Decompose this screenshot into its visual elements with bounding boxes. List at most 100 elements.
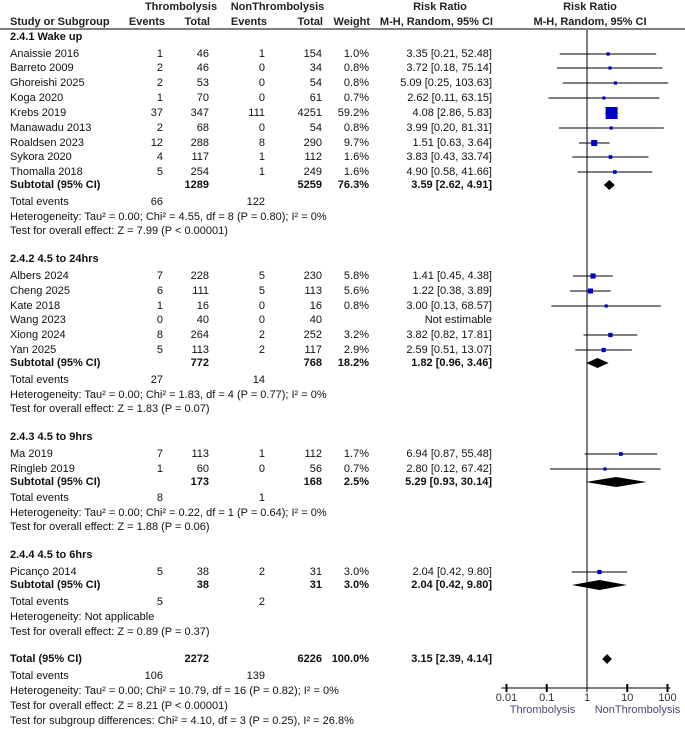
risk-ratio-ci: 2.04 [0.42, 9.80] xyxy=(412,566,492,578)
subgroup-title: 2.4.3 4.5 to 9hrs xyxy=(10,431,93,443)
total1: 2272 xyxy=(184,653,209,665)
study-point xyxy=(613,81,618,85)
total2: 168 xyxy=(303,476,322,488)
total1: 1289 xyxy=(184,179,209,191)
risk-ratio-ci: 1.82 [0.96, 3.46] xyxy=(411,357,492,369)
total1: 173 xyxy=(190,476,209,488)
total-events1: 27 xyxy=(150,374,163,386)
study-name: Krebs 2019 xyxy=(10,107,67,119)
subtotal-diamond xyxy=(571,580,627,590)
overall-effect-text: Test for overall effect: Z = 7.99 (P < 0… xyxy=(10,225,228,237)
weight: 5.6% xyxy=(343,285,369,297)
weight: 3.2% xyxy=(343,329,369,341)
x-tick-label: 10 xyxy=(621,692,634,704)
risk-ratio-ci: Not estimable xyxy=(424,314,492,326)
subtotal-label: Subtotal (95% CI) xyxy=(10,579,101,591)
events2: 0 xyxy=(258,122,265,134)
risk-ratio-ci: 1.22 [0.38, 3.89] xyxy=(412,285,492,297)
total-events-label: Total events xyxy=(10,374,69,386)
x-label-left: Thrombolysis xyxy=(509,704,576,716)
group2-header: NonThrombolysis xyxy=(230,1,325,13)
subtotal-diamond xyxy=(586,358,609,368)
events2: 1 xyxy=(258,151,265,163)
events2: 0 xyxy=(258,62,265,74)
study-name: Koga 2020 xyxy=(10,92,64,104)
study-name: Thomalla 2018 xyxy=(10,166,83,178)
study-point xyxy=(608,66,612,70)
total2: 54 xyxy=(309,77,322,89)
total2: 16 xyxy=(309,300,322,312)
total2: 54 xyxy=(309,122,322,134)
risk-ratio-ci: 5.09 [0.25, 103.63] xyxy=(400,77,492,89)
risk-ratio-ci: 6.94 [0.87, 55.48] xyxy=(406,448,492,460)
subgroup-differences-text: Test for subgroup differences: Chi² = 4.… xyxy=(10,715,354,727)
weight: 9.7% xyxy=(343,137,369,149)
events1: 1 xyxy=(156,92,163,104)
study-name: Cheng 2025 xyxy=(10,285,70,297)
heterogeneity-text: Heterogeneity: Tau² = 0.00; Chi² = 4.55,… xyxy=(10,211,327,223)
study-name: Albers 2024 xyxy=(10,270,69,282)
weight: 59.2% xyxy=(337,107,369,119)
events1: 2 xyxy=(156,77,163,89)
events1: 1 xyxy=(156,48,163,60)
events1: 0 xyxy=(156,314,163,326)
plot-header: Risk Ratio xyxy=(563,1,617,13)
study-name: Ringleb 2019 xyxy=(10,463,75,475)
events2: 5 xyxy=(258,285,265,297)
weight: 2.9% xyxy=(343,344,369,356)
study-point xyxy=(612,170,617,174)
weight: 0.7% xyxy=(343,463,369,475)
events1-header: Events xyxy=(128,16,165,28)
total1: 347 xyxy=(190,107,209,119)
study-name: Sykora 2020 xyxy=(10,151,72,163)
risk-ratio-ci: 2.59 [0.51, 13.07] xyxy=(406,344,492,356)
risk-ratio-ci: 4.08 [2.86, 5.83] xyxy=(412,107,492,119)
risk-ratio-ci: 3.15 [2.39, 4.14] xyxy=(411,653,492,665)
total-events-label: Total events xyxy=(10,670,69,682)
total2: 768 xyxy=(303,357,322,369)
risk-ratio-ci: 3.59 [2.62, 4.91] xyxy=(411,179,492,191)
total2: 112 xyxy=(304,448,322,460)
total1: 117 xyxy=(191,151,209,163)
study-point xyxy=(587,288,594,294)
total1: 113 xyxy=(191,344,209,356)
study-point xyxy=(602,96,606,100)
study-point xyxy=(604,304,608,308)
weight xyxy=(319,313,369,327)
heterogeneity-text: Heterogeneity: Not applicable xyxy=(10,611,155,623)
heterogeneity-text: Heterogeneity: Tau² = 0.00; Chi² = 1.83,… xyxy=(10,389,327,401)
subtotal-label: Subtotal (95% CI) xyxy=(10,179,101,191)
plot-method-header: M-H, Random, 95% CI xyxy=(533,16,647,28)
subtotal-diamond xyxy=(603,180,615,190)
events2: 2 xyxy=(258,566,265,578)
total2: 6226 xyxy=(297,653,322,665)
weight: 3.0% xyxy=(343,566,369,578)
total2: 34 xyxy=(309,62,322,74)
total-events2: 139 xyxy=(246,670,265,682)
total2: 252 xyxy=(303,329,322,341)
risk-ratio-ci: 4.90 [0.58, 41.66] xyxy=(406,166,492,178)
total1: 254 xyxy=(190,166,209,178)
events1: 5 xyxy=(156,344,163,356)
events2: 0 xyxy=(258,300,265,312)
study-name: Ghoreishi 2025 xyxy=(10,77,85,89)
events2: 111 xyxy=(248,107,265,119)
study-point xyxy=(601,347,606,353)
study-point xyxy=(603,467,607,471)
study-point xyxy=(605,106,618,120)
overall-effect-text: Test for overall effect: Z = 0.89 (P = 0… xyxy=(10,626,210,638)
total-events1: 8 xyxy=(156,492,163,504)
weight: 1.6% xyxy=(343,151,369,163)
study-point xyxy=(619,452,623,456)
subgroup-title: 2.4.4 4.5 to 6hrs xyxy=(10,549,93,561)
total2: 154 xyxy=(303,48,322,60)
events1: 5 xyxy=(156,166,163,178)
weight: 1.6% xyxy=(343,166,369,178)
events2: 8 xyxy=(258,137,265,149)
risk-ratio-ci: 3.82 [0.82, 17.81] xyxy=(406,329,492,341)
total1: 38 xyxy=(196,566,209,578)
total2: 290 xyxy=(303,137,322,149)
events2-header: Events xyxy=(230,16,267,28)
weight: 18.2% xyxy=(337,357,369,369)
